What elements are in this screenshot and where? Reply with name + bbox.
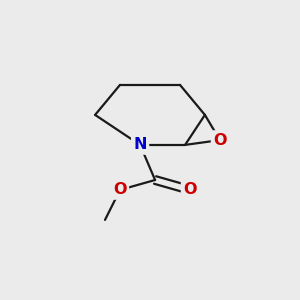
- Text: O: O: [183, 182, 197, 197]
- Text: O: O: [213, 133, 227, 148]
- Text: O: O: [113, 182, 127, 197]
- Text: N: N: [133, 137, 147, 152]
